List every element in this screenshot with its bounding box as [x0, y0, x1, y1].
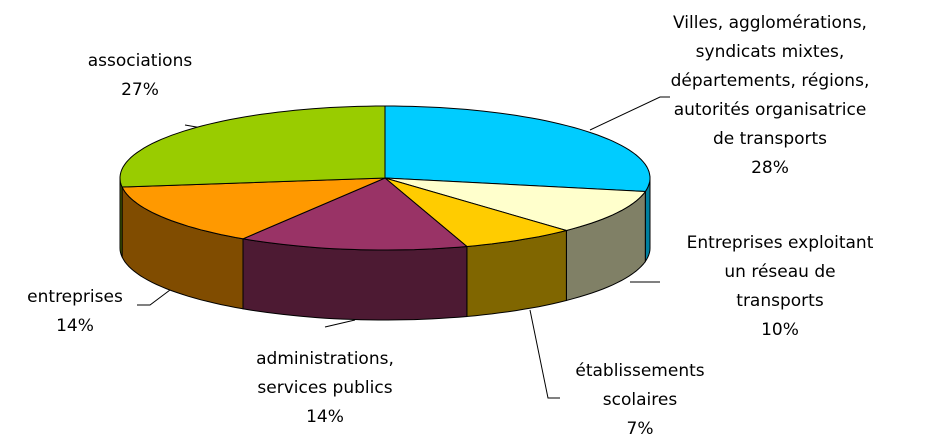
- leader-line: [529, 309, 560, 399]
- slice-side: [119, 177, 123, 258]
- slice-label: administrations,: [256, 349, 394, 369]
- slice: [119, 105, 386, 188]
- value-label: 7%: [627, 419, 654, 434]
- value-label: 14%: [306, 407, 344, 427]
- slice: [241, 177, 469, 251]
- slice-label: entreprises: [27, 287, 123, 307]
- slice: [384, 177, 647, 232]
- value-label: 27%: [121, 80, 159, 100]
- slice-label: autorités organisatrice: [674, 100, 867, 120]
- slice-label: associations: [88, 51, 193, 71]
- slice: [384, 177, 569, 248]
- slice-side: [242, 238, 468, 321]
- value-label: 14%: [56, 316, 94, 336]
- slice-label: départements, régions,: [671, 71, 870, 91]
- slice-label: scolaires: [603, 390, 678, 410]
- slice: [121, 177, 386, 240]
- slice-label: un réseau de: [724, 262, 835, 282]
- slice-label: établissements: [575, 361, 704, 381]
- slice-label: services publics: [257, 378, 392, 398]
- slice-label: syndicats mixtes,: [696, 42, 845, 62]
- slice-label: de transports: [713, 129, 827, 149]
- value-label: 28%: [751, 158, 789, 178]
- leader-line: [324, 319, 356, 328]
- walls: [119, 177, 651, 321]
- value-label: 10%: [761, 320, 799, 340]
- leader-line: [137, 289, 171, 306]
- slice-label: transports: [736, 291, 824, 311]
- leader-line: [589, 96, 670, 131]
- slice-label: Villes, agglomérations,: [673, 13, 867, 33]
- slice-label: Entreprises exploitant: [687, 233, 874, 253]
- slice: [384, 105, 651, 193]
